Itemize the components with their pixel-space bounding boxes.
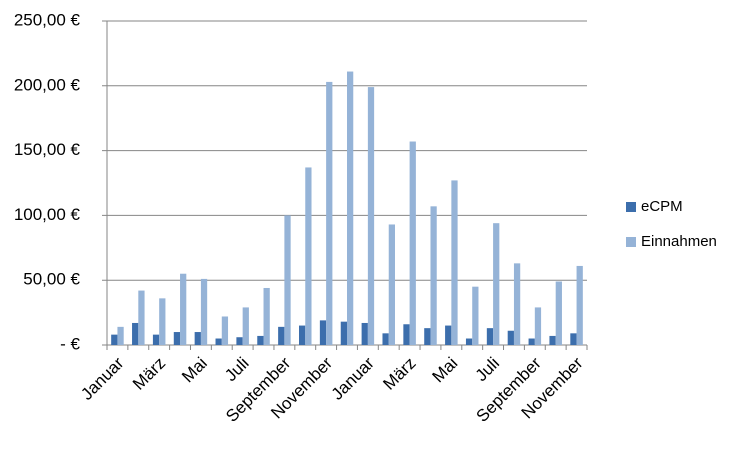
bar: [465, 338, 473, 345]
x-tick-label: Mai: [429, 354, 462, 387]
x-tick-label: Januar: [77, 353, 127, 403]
y-tick-label: - €: [60, 334, 80, 353]
y-tick-label: 100,00 €: [14, 205, 81, 224]
bar: [361, 322, 368, 345]
x-tick-label: Juli: [221, 354, 252, 385]
bar: [367, 87, 375, 345]
x-tick-label: März: [379, 354, 419, 394]
bar: [340, 321, 347, 345]
bar: [111, 334, 118, 345]
bar: [486, 328, 494, 345]
bar: [424, 328, 431, 345]
bar: [409, 141, 416, 345]
bar: [382, 333, 389, 345]
bar: [319, 320, 327, 345]
legend-swatch: [626, 202, 636, 212]
bar: [326, 81, 333, 346]
bar: [388, 224, 395, 345]
bar: [555, 281, 562, 345]
bar: [138, 290, 145, 345]
y-tick-label: 200,00 €: [14, 75, 81, 94]
x-tick-label: Mai: [178, 354, 211, 387]
bar: [200, 278, 208, 345]
y-tick-label: 250,00 €: [14, 10, 81, 29]
x-tick-label: März: [129, 354, 169, 394]
bar: [534, 307, 542, 345]
bar: [284, 215, 291, 345]
bar: [236, 337, 243, 345]
y-tick-label: 150,00 €: [14, 140, 81, 159]
bar: [152, 334, 160, 345]
bar: [507, 330, 514, 345]
y-tick-label: 50,00 €: [23, 270, 80, 289]
legend-label: Einnahmen: [641, 233, 717, 250]
legend-label: eCPM: [641, 198, 683, 215]
bar: [263, 287, 270, 345]
bar: [403, 324, 410, 345]
bar: [173, 332, 181, 345]
bar: [445, 325, 452, 345]
bar: [180, 273, 187, 345]
bar: [570, 333, 577, 345]
bar: [159, 298, 166, 345]
legend-swatch: [626, 237, 636, 247]
bar: [430, 206, 437, 345]
bar: [513, 263, 521, 345]
bar: [215, 338, 222, 345]
bar: [576, 265, 583, 345]
bar: [347, 71, 354, 345]
bar: [528, 338, 535, 345]
x-tick-label: Juli: [472, 354, 503, 385]
bar: [299, 325, 306, 345]
bar: [194, 332, 201, 345]
bar: [493, 223, 500, 345]
bar: [451, 180, 458, 345]
bar: [472, 286, 479, 345]
bar: [242, 307, 249, 345]
x-tick-label: Januar: [328, 353, 378, 403]
bar: [117, 326, 124, 345]
bar: [257, 335, 264, 345]
bar: [278, 326, 285, 345]
bar: [305, 167, 312, 345]
bar: [221, 316, 229, 345]
bar: [549, 335, 556, 345]
bar: [132, 322, 139, 345]
